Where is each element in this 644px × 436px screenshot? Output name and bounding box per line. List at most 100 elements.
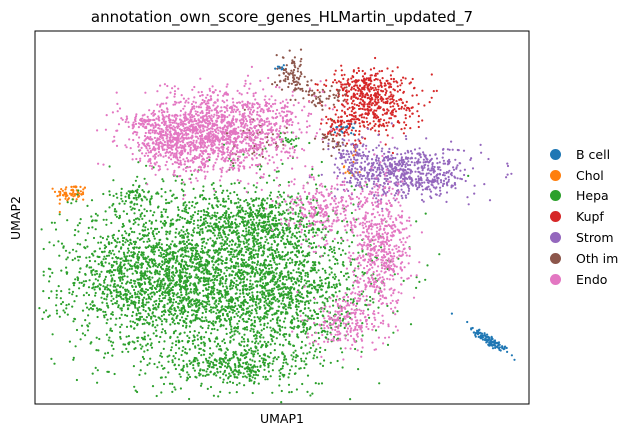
data-point	[113, 208, 117, 211]
data-point	[165, 265, 168, 268]
data-point	[212, 352, 215, 355]
data-point	[305, 225, 308, 229]
data-point	[243, 384, 246, 387]
data-point	[228, 226, 231, 229]
data-point	[304, 357, 308, 360]
data-point	[402, 279, 405, 282]
data-point	[107, 241, 110, 244]
data-point	[208, 249, 211, 252]
data-point	[256, 291, 259, 294]
data-point	[162, 285, 165, 288]
data-point	[238, 250, 241, 253]
data-point	[293, 372, 296, 375]
data-point	[273, 261, 276, 264]
data-point	[210, 311, 213, 314]
data-point	[95, 270, 98, 273]
data-point	[504, 345, 507, 348]
data-point	[272, 257, 275, 260]
data-point	[146, 270, 149, 273]
data-point	[177, 250, 180, 253]
data-point	[236, 322, 239, 325]
data-point	[179, 291, 183, 294]
data-point	[172, 355, 175, 358]
data-point	[175, 227, 178, 231]
data-point	[202, 353, 206, 356]
data-point	[296, 333, 299, 336]
data-point	[106, 270, 109, 273]
data-point	[76, 224, 79, 227]
data-point	[372, 301, 375, 304]
data-point	[182, 282, 185, 285]
data-point	[112, 194, 115, 197]
data-point	[229, 374, 232, 377]
data-point	[117, 266, 120, 269]
data-point	[262, 252, 265, 255]
data-point	[259, 316, 262, 319]
data-point	[87, 293, 91, 297]
data-point	[175, 340, 178, 343]
data-point	[494, 346, 497, 349]
data-point	[112, 236, 115, 239]
data-point	[290, 217, 293, 220]
data-point	[262, 209, 265, 212]
data-point	[243, 200, 246, 203]
data-point	[160, 331, 163, 334]
data-point	[222, 338, 226, 341]
data-point	[147, 301, 150, 304]
data-point	[288, 262, 291, 265]
data-point	[179, 215, 182, 219]
data-point	[146, 321, 149, 324]
data-point	[415, 286, 418, 289]
data-point	[231, 371, 234, 374]
data-point	[266, 355, 269, 358]
data-point	[147, 255, 150, 258]
data-point	[109, 290, 112, 293]
data-point	[132, 247, 136, 250]
data-point	[256, 255, 259, 259]
data-point	[286, 286, 289, 289]
data-point	[294, 243, 297, 246]
data-point	[112, 273, 115, 277]
data-point	[42, 247, 45, 251]
data-point	[306, 390, 309, 393]
data-point	[230, 182, 233, 185]
data-point	[161, 215, 164, 218]
data-point	[235, 202, 238, 205]
data-point	[201, 223, 204, 227]
data-point	[148, 219, 151, 222]
data-point	[240, 253, 243, 256]
data-point	[188, 201, 191, 204]
data-point	[180, 316, 184, 319]
data-point	[193, 358, 196, 361]
data-point	[177, 358, 181, 361]
data-point	[246, 204, 249, 207]
data-point	[105, 254, 109, 257]
data-point	[90, 220, 94, 223]
data-point	[273, 342, 277, 345]
data-point	[265, 230, 268, 234]
data-point	[242, 372, 245, 375]
data-point	[210, 290, 213, 293]
data-point	[187, 311, 190, 314]
data-point	[319, 246, 322, 249]
data-point	[308, 292, 311, 295]
data-point	[119, 279, 122, 282]
data-point	[222, 198, 225, 201]
data-point	[153, 281, 156, 284]
data-point	[320, 295, 323, 298]
data-point	[252, 334, 256, 337]
data-point	[272, 179, 276, 182]
data-point	[243, 326, 247, 329]
data-point	[208, 309, 211, 313]
data-point	[302, 269, 305, 272]
data-point	[233, 255, 236, 258]
data-point	[489, 343, 492, 346]
data-point	[242, 337, 245, 341]
data-point	[386, 304, 389, 307]
data-point	[265, 181, 269, 184]
data-point	[255, 268, 258, 272]
data-point	[213, 327, 216, 331]
data-point	[222, 324, 225, 327]
data-point	[270, 246, 273, 249]
data-point	[72, 358, 75, 361]
